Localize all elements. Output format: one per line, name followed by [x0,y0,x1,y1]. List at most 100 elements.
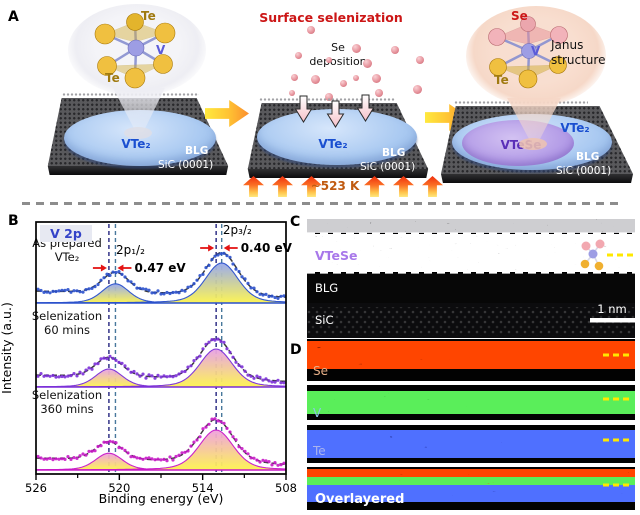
data-point [72,372,76,376]
data-point [246,281,250,285]
x-tick-label: 526 [25,481,47,495]
data-point [36,287,40,291]
te-atom [94,23,116,45]
blg-label: BLG [185,145,209,157]
series-label: 60 mins [44,323,90,337]
data-point [201,272,205,276]
data-point [225,426,229,430]
data-point [150,291,154,295]
eds-map-overlayered: Overlayered [307,467,635,510]
data-point [207,263,211,267]
sic-label: SiC (0001) [360,161,416,173]
data-point [219,252,223,256]
data-point [222,340,226,344]
data-point [51,373,55,378]
te-top-label: Te [141,9,156,23]
data-point [129,370,133,374]
data-point [69,457,73,461]
te-bottom-label: Te [105,71,120,85]
spotlight-tip-left [124,127,152,139]
data-point [36,374,40,378]
data-point [216,253,220,257]
data-point [138,456,142,460]
eds-map-v: V [307,385,635,420]
te-atom [153,54,173,74]
data-point [249,286,253,290]
data-point [87,449,91,453]
data-point [60,288,64,292]
se-atom [352,44,361,53]
data-point [138,374,142,378]
series-label: VTe₂ [55,250,80,264]
data-point [198,274,202,278]
data-point [219,420,223,424]
data-point [78,370,82,374]
panel-d-label: D [290,342,302,358]
data-point [174,290,178,294]
blg-region-label: BLG [315,281,338,295]
data-point [228,255,232,259]
data-point [45,374,49,378]
data-point [93,285,97,289]
data-point [132,282,136,286]
te-bottom-label: Te [494,73,509,87]
data-point [96,282,100,287]
data-point [162,292,166,296]
se-atom [372,74,381,83]
data-point [147,456,151,460]
v-label: V [156,43,166,57]
data-point [84,453,88,457]
data-point [144,287,148,291]
data-point [240,275,244,279]
data-point [126,367,130,371]
data-point [180,451,184,455]
data-point [258,375,262,379]
plot-area [36,222,286,474]
se-atom [295,52,302,59]
deposition-arrows [294,94,375,128]
vte2-island-label: VTe₂ [121,137,151,151]
se-atom [581,241,591,251]
se-atom [326,57,332,63]
data-point [165,375,169,379]
graphene-edge-texture [259,97,395,103]
data-point [99,357,103,361]
data-point [129,280,133,284]
data-point [63,375,67,379]
data-point [246,452,250,456]
data-point [159,292,163,296]
shift-arrowhead [223,244,230,252]
blg-label: BLG [382,147,406,159]
data-point [207,340,211,344]
substrate-front-edge [440,174,634,183]
te-atom [580,259,590,269]
v-atom [127,39,145,57]
data-point [186,285,190,289]
data-point [213,417,217,421]
data-point [258,460,262,464]
data-point [147,288,151,292]
data-point [138,286,142,290]
map-label-se: Se [313,364,328,378]
sic-region-label: SiC [315,313,334,327]
data-point [210,338,214,342]
data-point [84,288,88,292]
se-atom [353,75,359,81]
data-point [222,251,226,255]
chart-title: V 2p [50,226,82,241]
data-point [204,266,208,270]
series-label: 360 mins [40,402,93,416]
shift-arrowhead [117,264,124,272]
data-point [72,456,76,460]
data-point [153,291,157,295]
eds-map-se: Se [307,339,635,381]
data-point [240,447,244,451]
stem-image: VTeSe BLG SiC 1 nm [307,219,635,338]
data-point [57,457,61,461]
janus-structure-label: Janus structure [551,38,606,67]
data-point [243,277,247,281]
section-divider [22,202,618,205]
data-point [270,380,274,384]
data-point [237,445,241,449]
data-point [126,279,130,283]
